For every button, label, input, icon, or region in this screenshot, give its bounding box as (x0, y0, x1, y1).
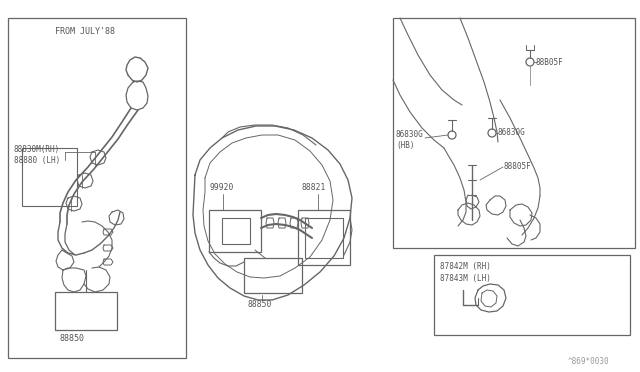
Text: 88850: 88850 (248, 300, 273, 309)
Text: 88B05F: 88B05F (536, 58, 564, 67)
Bar (434, 255, 630, 335)
Text: 88850: 88850 (60, 334, 84, 343)
Text: ^869*0030: ^869*0030 (568, 357, 610, 366)
Bar (222, 218, 250, 244)
Text: 88880 (LH): 88880 (LH) (14, 156, 60, 165)
Bar (244, 258, 302, 293)
Text: 87843M (LH): 87843M (LH) (440, 274, 491, 283)
Text: 99920: 99920 (210, 183, 234, 192)
Bar (55, 292, 117, 330)
Bar (305, 218, 343, 258)
Bar (298, 210, 350, 265)
Bar (209, 210, 261, 252)
Bar (393, 18, 635, 248)
Text: 86830G: 86830G (498, 128, 525, 137)
Text: 87842M (RH): 87842M (RH) (440, 262, 491, 271)
Text: 88821: 88821 (302, 183, 326, 192)
Text: 88830M(RH): 88830M(RH) (14, 145, 60, 154)
Text: FROM JULY'88: FROM JULY'88 (55, 27, 115, 36)
Text: 88805F: 88805F (503, 162, 531, 171)
Text: 86830G
(HB): 86830G (HB) (396, 130, 424, 150)
Bar (8, 18, 186, 358)
Bar (22, 148, 77, 206)
